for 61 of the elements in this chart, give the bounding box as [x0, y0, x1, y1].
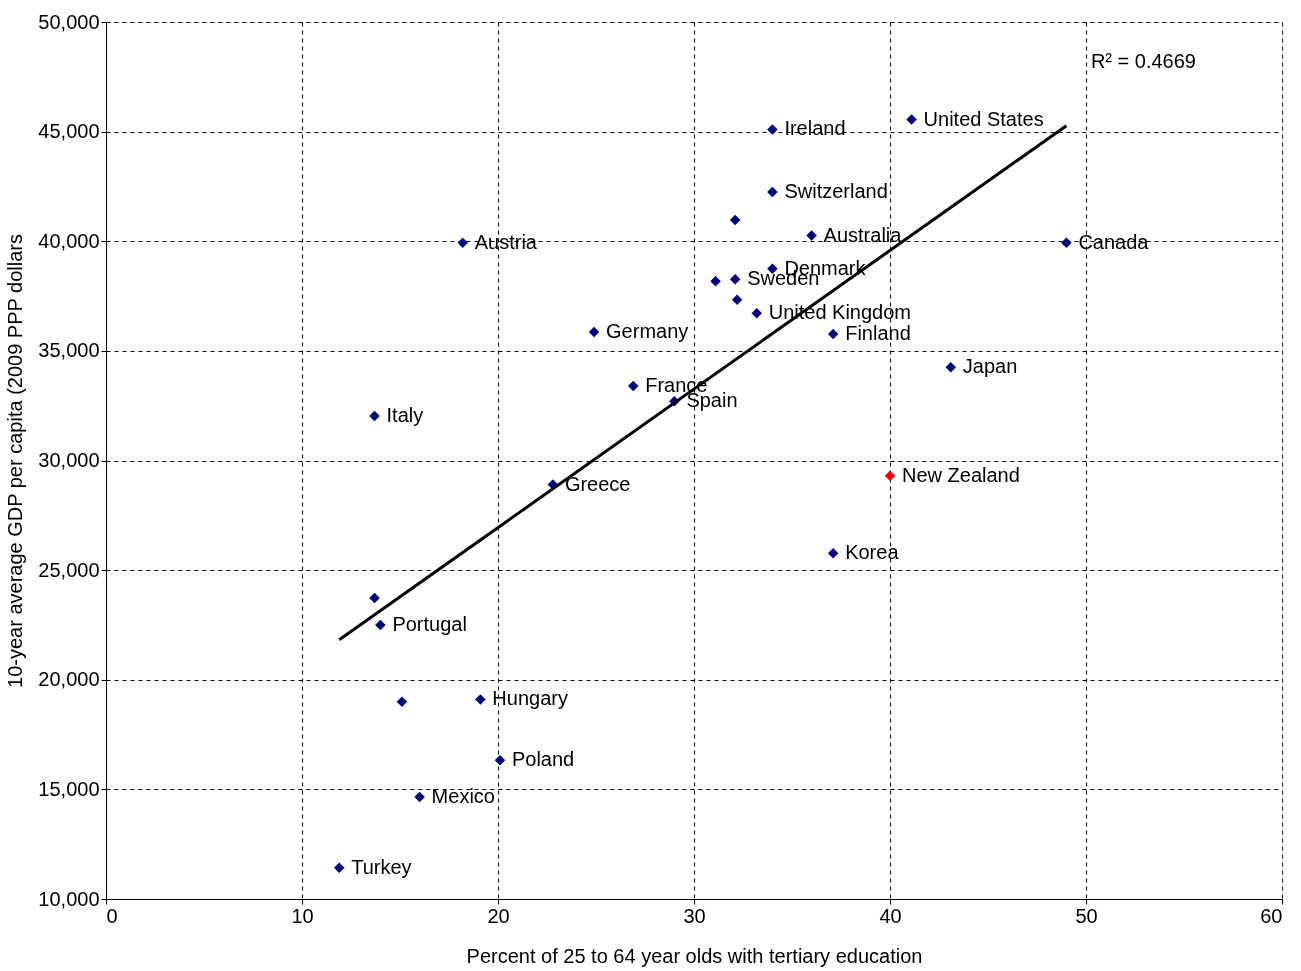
y-tick-label: 40,000 [38, 229, 100, 252]
data-label: Mexico [431, 785, 495, 808]
y-tick-label: 50,000 [38, 10, 100, 33]
y-tick-label: 25,000 [38, 558, 100, 581]
point [628, 380, 639, 392]
point [827, 328, 839, 340]
point [457, 237, 468, 249]
data-label: Poland [511, 748, 575, 771]
point [369, 592, 380, 604]
point [767, 186, 778, 198]
point [375, 619, 386, 631]
point [369, 410, 380, 422]
x-tick-label: 10 [291, 904, 314, 927]
point [751, 307, 762, 319]
data-label: Japan [962, 355, 1018, 378]
data-label: Turkey [351, 855, 412, 878]
data-label: Greece [564, 472, 631, 495]
x-tick-label: 0 [106, 904, 118, 927]
point [729, 214, 741, 226]
y-tick-label: 20,000 [38, 668, 100, 691]
x-axis-title: Percent of 25 to 64 year olds with tertiary education [466, 944, 923, 967]
data-label: Austria [474, 230, 538, 253]
y-tick-label: 15,000 [38, 777, 100, 800]
data-label: United States [923, 107, 1044, 130]
y-tick-label: 45,000 [38, 120, 100, 143]
point [414, 791, 425, 803]
y-tick-label: 10,000 [38, 887, 100, 910]
x-tick-label: 30 [683, 904, 706, 927]
data-label: Canada [1078, 230, 1150, 253]
point [729, 273, 741, 285]
x-tick-label: 50 [1075, 904, 1098, 927]
data-label: Hungary [492, 687, 568, 710]
point [588, 326, 600, 338]
point [945, 362, 956, 373]
point [710, 275, 721, 287]
data-label: Australia [823, 223, 903, 246]
x-tick-label: 40 [879, 904, 902, 927]
data-label: Portugal [392, 612, 467, 635]
data-label: Switzerland [784, 179, 888, 202]
point [884, 470, 896, 482]
x-tick-label: 60 [1260, 904, 1283, 927]
data-label: Germany [606, 320, 689, 343]
data-label: Korea [845, 541, 900, 564]
point [731, 294, 743, 306]
point [906, 114, 917, 125]
annotation: R² = 0.4669 [1090, 50, 1196, 72]
point [767, 124, 778, 135]
point [334, 862, 345, 874]
y-axis-title: 10-year average GDP per capita (2009 PPP dollars [4, 234, 27, 688]
y-tick-label: 35,000 [38, 339, 100, 362]
point [475, 694, 486, 705]
data-label: Italy [386, 403, 424, 426]
x-tick-label: 20 [487, 904, 510, 927]
y-tick-label: 30,000 [38, 449, 100, 471]
data-label: New Zealand [902, 463, 1020, 486]
point [1061, 237, 1072, 249]
point [494, 754, 506, 766]
point [806, 230, 817, 241]
data-label: Ireland [784, 117, 846, 140]
point [827, 548, 839, 559]
point [396, 696, 408, 707]
